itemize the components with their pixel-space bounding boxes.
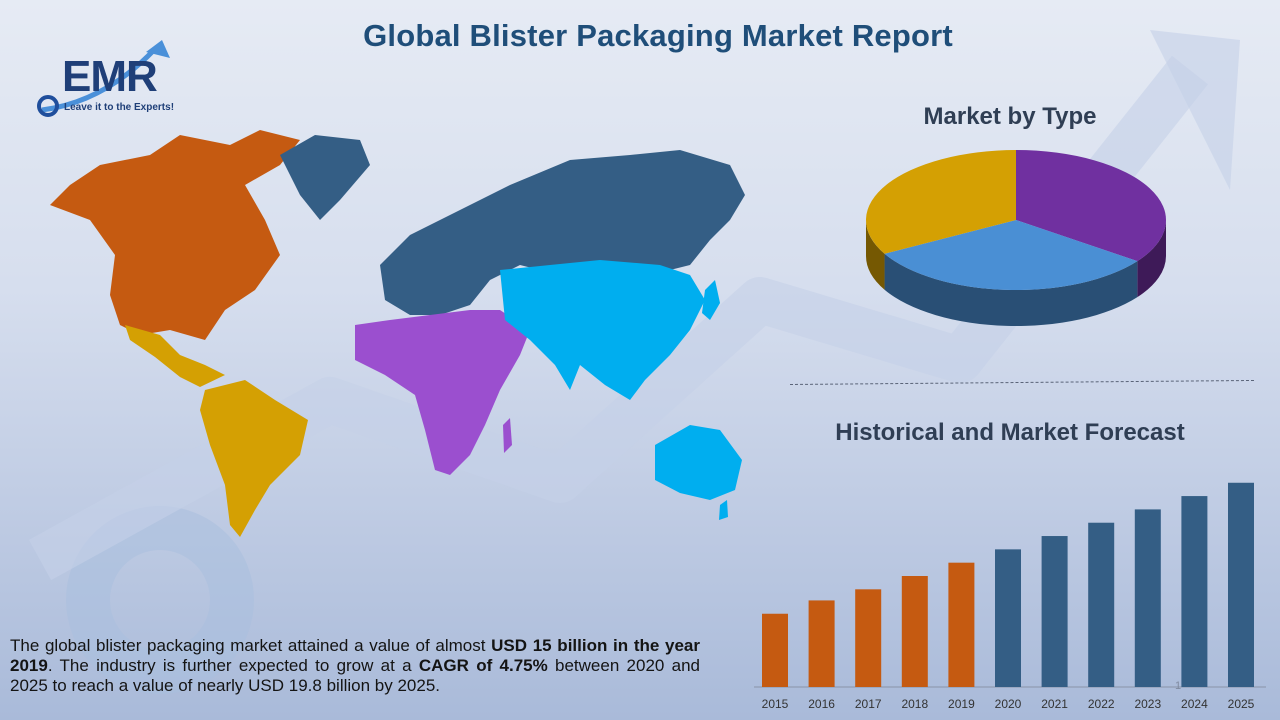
bar-label-2017: 2017 bbox=[855, 697, 882, 711]
logo-wordmark: EMR bbox=[62, 52, 158, 101]
bar-2019[interactable] bbox=[948, 562, 975, 687]
summary-text-part-2: . The industry is further expected to gr… bbox=[47, 656, 419, 675]
pie-slice-side-1 bbox=[1137, 220, 1166, 298]
summary-highlight-cagr: CAGR of 4.75% bbox=[418, 656, 548, 675]
bar-2020[interactable] bbox=[995, 549, 1021, 687]
summary-text-part-1: The global blister packaging market atta… bbox=[10, 636, 492, 655]
bar-2015[interactable] bbox=[762, 613, 788, 687]
bar-label-2018: 2018 bbox=[901, 697, 928, 711]
map-region-greenland[interactable] bbox=[280, 135, 370, 220]
bar-2018[interactable] bbox=[901, 576, 928, 687]
bar-2016[interactable] bbox=[808, 600, 835, 687]
map-region-madagascar[interactable] bbox=[503, 418, 512, 453]
bar-label-2021: 2021 bbox=[1041, 697, 1068, 711]
map-region-australia[interactable] bbox=[655, 425, 742, 500]
bar-2023[interactable] bbox=[1134, 509, 1161, 687]
market-by-type-pie-chart bbox=[866, 150, 1166, 326]
bar-label-2015: 2015 bbox=[762, 697, 789, 711]
page-title: Global Blister Packaging Market Report bbox=[363, 18, 953, 53]
bar-2021[interactable] bbox=[1041, 536, 1068, 687]
map-region-north-america[interactable] bbox=[50, 130, 300, 340]
summary-text-part-3: between 2020 and 2025 to reach a value o… bbox=[10, 656, 701, 695]
pie-slice-3[interactable] bbox=[866, 150, 1016, 254]
bar-label-2016: 2016 bbox=[808, 697, 835, 711]
bar-2022[interactable] bbox=[1088, 522, 1115, 687]
world-map bbox=[50, 130, 745, 537]
map-region-south-america[interactable] bbox=[200, 380, 308, 537]
bar-2017[interactable] bbox=[855, 589, 882, 687]
market-summary-text: The global blister packaging market atta… bbox=[10, 636, 700, 696]
logo-arrow-icon bbox=[37, 40, 170, 117]
map-region-asia-pacific[interactable] bbox=[500, 260, 705, 400]
pie-slice-side-2 bbox=[884, 253, 1138, 326]
pie-slice-2[interactable] bbox=[884, 220, 1138, 290]
pie-slice-side-3 bbox=[866, 220, 885, 290]
bar-label-2020: 2020 bbox=[995, 697, 1022, 711]
forecast-chart-title: Historical and Market Forecast bbox=[835, 419, 1185, 446]
bar-label-2025: 2025 bbox=[1228, 697, 1255, 711]
map-region-new-zealand[interactable] bbox=[719, 500, 728, 520]
bar-label-2022: 2022 bbox=[1088, 697, 1115, 711]
map-region-central-america[interactable] bbox=[125, 325, 225, 387]
bar-label-2019: 2019 bbox=[948, 697, 975, 711]
pie-chart-title: Market by Type bbox=[923, 103, 1097, 130]
map-region-africa[interactable] bbox=[355, 310, 530, 475]
emr-logo[interactable]: EMR Leave it to the Experts! bbox=[34, 30, 194, 122]
bar-2024[interactable] bbox=[1181, 496, 1208, 687]
bar-label-2024: 2024 bbox=[1181, 697, 1208, 711]
bar-label-2023: 2023 bbox=[1134, 697, 1161, 711]
market-forecast-bar-chart: 2015 2016 2017 2018 2019 2020 2021 2022 2023 2024… bbox=[754, 482, 1266, 711]
summary-highlight-value: USD 15 billion in the year 2019 bbox=[10, 636, 700, 675]
map-region-japan[interactable] bbox=[702, 280, 720, 320]
bar-2025[interactable] bbox=[1228, 482, 1254, 687]
page-number: 1 bbox=[1175, 680, 1182, 692]
logo-tagline: Leave it to the Experts! bbox=[64, 102, 175, 113]
pie-slice-1[interactable] bbox=[1016, 150, 1166, 262]
